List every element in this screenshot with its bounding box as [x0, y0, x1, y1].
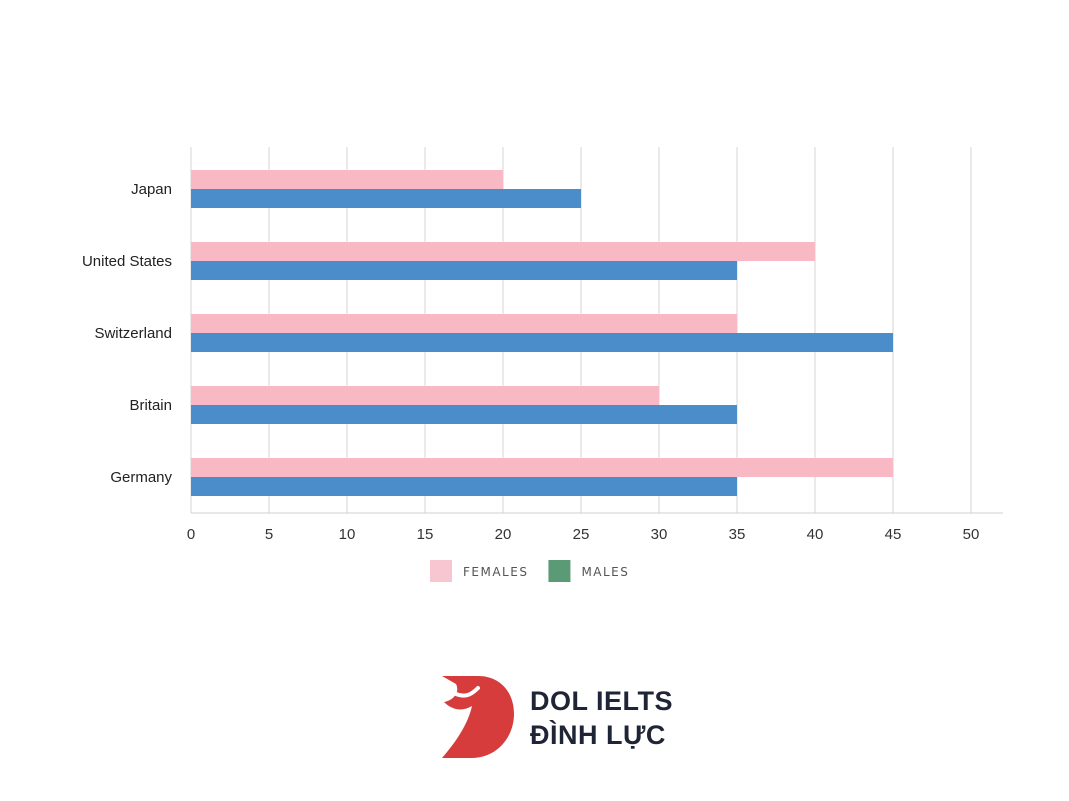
bar-females — [191, 170, 503, 189]
x-tick-label: 40 — [807, 526, 824, 543]
brand-logo: DOL IELTS ĐÌNH LỰC — [438, 672, 678, 764]
category-label: Germany — [110, 469, 172, 486]
category-label: United States — [82, 253, 172, 270]
legend-swatch-females — [430, 560, 452, 582]
brand-name-line2: ĐÌNH LỰC — [530, 720, 666, 750]
category-label: Switzerland — [94, 325, 172, 342]
bar-males — [191, 261, 737, 280]
bar-males — [191, 333, 893, 352]
x-tick-label: 0 — [187, 526, 195, 543]
bar-females — [191, 242, 815, 261]
x-tick-label: 45 — [885, 526, 902, 543]
bar-females — [191, 314, 737, 333]
x-tick-label: 35 — [729, 526, 746, 543]
x-tick-label: 10 — [339, 526, 356, 543]
brand-name-line1: DOL IELTS — [530, 686, 674, 716]
x-tick-label: 20 — [495, 526, 512, 543]
bar-males — [191, 477, 737, 496]
x-tick-label: 15 — [417, 526, 434, 543]
x-tick-label: 50 — [963, 526, 980, 543]
bar-females — [191, 458, 893, 477]
brand-logo-icon — [442, 676, 514, 758]
x-tick-label: 30 — [651, 526, 668, 543]
bar-males — [191, 405, 737, 424]
category-label: Japan — [131, 181, 172, 198]
x-tick-label: 25 — [573, 526, 590, 543]
x-tick-label: 5 — [265, 526, 273, 543]
legend-swatch-males — [548, 560, 571, 582]
bar-males — [191, 189, 581, 208]
bar-chart: 0 5 10 15 20 25 30 35 40 45 50 Japan United States Sw… — [82, 147, 1003, 582]
category-label: Britain — [129, 397, 172, 414]
legend-label-females: FEMALES — [463, 565, 528, 579]
bar-females — [191, 386, 659, 405]
legend-label-males: MALES — [581, 565, 629, 579]
